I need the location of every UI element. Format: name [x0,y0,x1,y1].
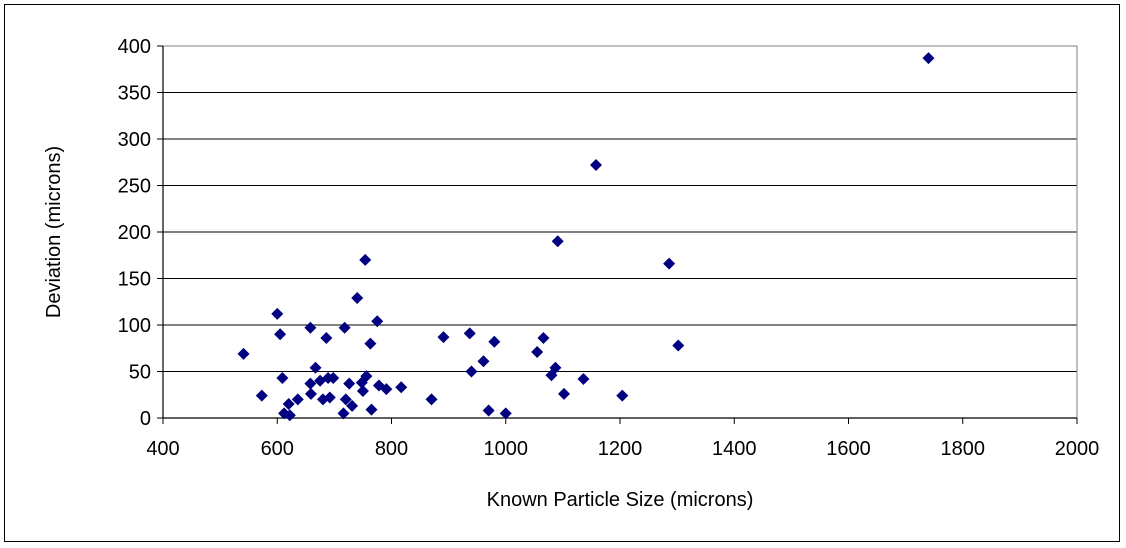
y-tick-label: 200 [118,222,151,244]
x-tick-labels: 400 600 800 1000 1200 1400 1600 1800 2000 [146,438,1099,460]
data-point [282,398,295,411]
data-point [359,253,372,266]
data-point [323,391,336,404]
data-point [425,393,438,406]
y-tick-label: 400 [118,36,151,58]
data-point [577,372,590,385]
data-point [465,365,478,378]
x-tick-label: 1200 [598,438,643,460]
y-tick-labels: 0 50 100 150 200 250 300 350 400 [118,36,151,430]
data-point [276,372,289,385]
data-point [482,404,495,417]
data-point [304,377,317,390]
chart-frame [4,4,1120,542]
data-point [309,361,322,374]
y-tick-label: 350 [118,83,151,105]
data-point [437,331,450,344]
data-point [672,339,685,352]
data-point [549,361,562,374]
data-point [237,347,250,360]
y-tick-label: 250 [118,176,151,198]
data-point [274,328,287,341]
data-point [380,383,393,396]
x-tick-label: 2000 [1055,438,1100,460]
data-point [338,321,351,334]
data-point [304,387,317,400]
data-point [271,307,284,320]
data-point [499,407,512,420]
x-tick-label: 1400 [712,438,757,460]
data-point [365,403,378,416]
y-tick-label: 100 [118,315,151,337]
data-point [371,315,384,328]
data-point [616,389,629,402]
x-tick-label: 600 [261,438,294,460]
x-tick-label: 1000 [484,438,529,460]
y-tick-label: 300 [118,129,151,151]
data-point [339,393,352,406]
x-tick-label: 400 [146,438,179,460]
data-point [537,332,550,345]
data-point [558,387,571,400]
data-point [551,235,564,248]
data-point [590,159,603,172]
data-point [360,370,373,383]
data-point [255,389,268,402]
x-tick-label: 800 [375,438,408,460]
data-point [922,52,935,65]
data-point [291,393,304,406]
y-axis-title: Deviation (microns) [43,146,65,318]
data-point [364,337,377,350]
data-point [283,409,296,422]
y-tick-label: 0 [140,408,151,430]
data-point [304,321,317,334]
x-axis-title: Known Particle Size (microns) [487,489,754,511]
x-tick-label: 1600 [826,438,871,460]
gridlines [163,45,1077,372]
y-tick-label: 50 [129,362,151,384]
data-point [320,332,333,345]
data-point [477,355,490,368]
data-points [237,52,935,422]
y-tick-label: 150 [118,269,151,291]
data-point [488,335,501,348]
data-point [346,399,359,412]
data-point [663,257,676,270]
x-tick-label: 1800 [941,438,986,460]
data-point [337,407,350,420]
data-point [463,327,476,340]
axes [157,45,1078,424]
data-point [531,345,544,358]
data-point [356,385,369,398]
data-point [327,372,340,385]
data-point [395,381,408,394]
data-point [351,292,364,305]
data-point [343,377,356,390]
